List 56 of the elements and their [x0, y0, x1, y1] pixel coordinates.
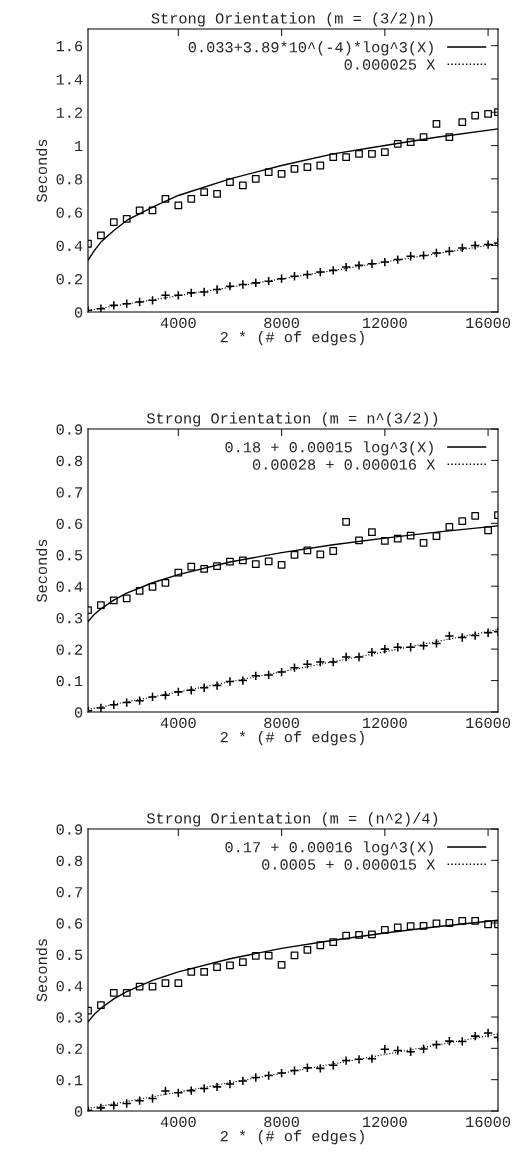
x-tick-label: 8000 — [264, 1116, 299, 1128]
y-tick-label: 0.6 — [56, 918, 83, 929]
x-tick-label: 4000 — [160, 1116, 196, 1128]
chart-title: Strong Orientation (m = n^(3/2)) — [146, 412, 438, 427]
y-tick-label: 1 — [75, 141, 83, 152]
y-tick-label: 0.4 — [56, 581, 83, 592]
y-tick-label: 0.8 — [56, 455, 83, 467]
y-tick-label: 0 — [74, 707, 83, 718]
y-tick-label: 0.6 — [56, 518, 83, 530]
x-tick-label: 4000 — [160, 317, 196, 329]
chart-title: Strong Orientation (m = (n^2)/4) — [146, 812, 438, 827]
chart-title: Strong Orientation (m = (3/2)n) — [151, 12, 433, 27]
y-axis-title: Seconds — [35, 939, 48, 1002]
x-tick-label: 8000 — [264, 717, 299, 729]
y-tick-label: 0.4 — [56, 980, 83, 992]
y-tick-label: 0.5 — [56, 550, 83, 561]
y-tick-label: 0.5 — [56, 949, 83, 961]
x-tick-label: 12000 — [363, 1116, 407, 1128]
legend-label: 0.033+3.89*10^(-4)*log^3(X) — [188, 41, 433, 56]
y-tick-label: 0.2 — [56, 1043, 83, 1055]
x-tick-label: 16000 — [466, 317, 511, 329]
legend-label: 0.00028 + 0.000016 X — [252, 459, 436, 470]
y-tick-label: 0.2 — [56, 274, 83, 285]
y-axis-title: Seconds — [35, 139, 48, 202]
legend-label: 0.18 + 0.00015 log^3(X) — [225, 441, 433, 456]
y-tick-label: 1.2 — [56, 107, 83, 118]
x-tick-label: 16000 — [466, 717, 511, 729]
y-tick-label: 0.3 — [56, 612, 83, 624]
y-tick-label: 0.8 — [56, 855, 83, 867]
x-tick-label: 8000 — [264, 317, 299, 329]
x-tick-label: 16000 — [466, 1116, 511, 1128]
y-tick-label: 0.8 — [56, 174, 83, 185]
y-tick-label: 0.2 — [56, 644, 83, 655]
y-tick-label: 0.3 — [56, 1012, 83, 1023]
y-tick-label: 0.1 — [56, 1074, 83, 1086]
y-tick-label: 0 — [74, 1106, 83, 1117]
legend-label: 0.0005 + 0.000015 X — [262, 859, 436, 870]
x-tick-label: 12000 — [363, 317, 407, 329]
x-axis-title: 2 * (# of edges) — [220, 331, 364, 346]
legend-label: 0.000025 X — [344, 59, 436, 70]
y-tick-label: 1.6 — [56, 40, 83, 52]
y-tick-label: 1.4 — [56, 74, 83, 85]
legend-label: 0.17 + 0.00016 log^3(X) — [225, 841, 433, 856]
y-tick-label: 0 — [74, 307, 83, 318]
y-tick-label: 0.7 — [56, 886, 82, 898]
x-tick-label: 12000 — [363, 717, 407, 729]
x-axis-title: 2 * (# of edges) — [220, 1130, 364, 1145]
x-tick-label: 4000 — [160, 717, 196, 729]
y-tick-label: 0.4 — [56, 240, 83, 252]
y-tick-label: 0.7 — [56, 487, 82, 498]
x-axis-title: 2 * (# of edges) — [220, 731, 364, 746]
y-tick-label: 0.6 — [56, 207, 83, 218]
y-tick-label: 0.9 — [56, 824, 83, 835]
y-tick-label: 0.9 — [56, 424, 83, 435]
y-axis-title: Seconds — [35, 539, 48, 602]
y-tick-label: 0.1 — [56, 675, 83, 687]
